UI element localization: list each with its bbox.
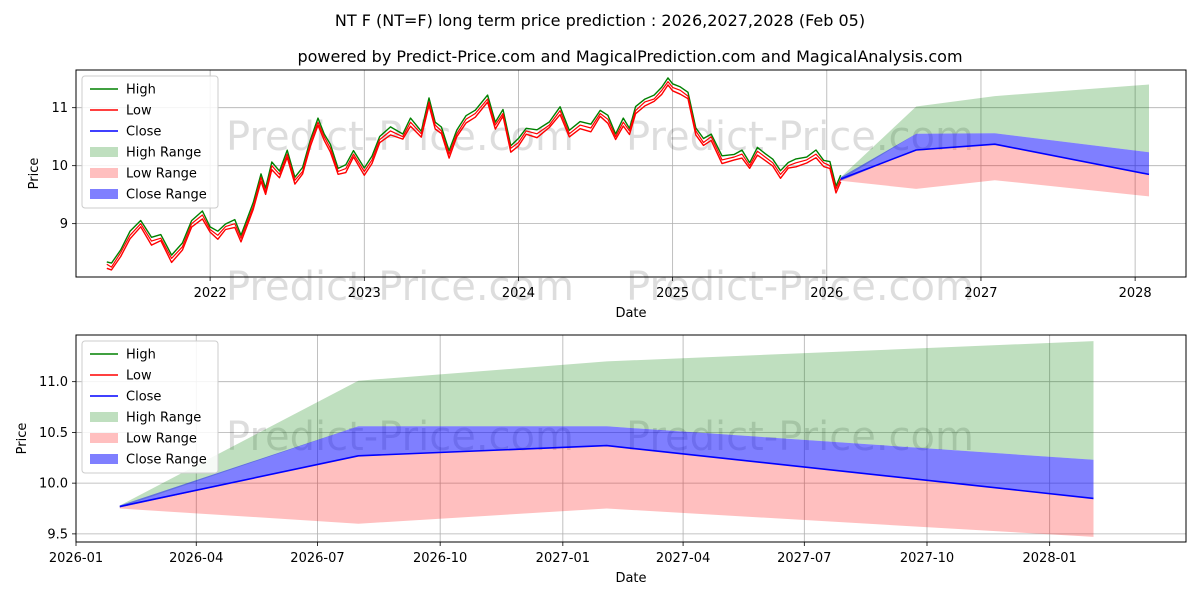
high-series-line: [106, 77, 842, 264]
legend-label: High: [126, 83, 156, 98]
plot-content: [119, 341, 1094, 537]
chart-subtitle: powered by Predict-Price.com and Magical…: [297, 47, 962, 66]
y-axis-label: Price: [15, 423, 30, 455]
x-tick-label: 2026-07: [290, 551, 344, 566]
x-tick-label: 2028: [1119, 286, 1152, 301]
y-tick-label: 11.0: [39, 375, 68, 390]
legend-label: Low: [126, 104, 152, 119]
legend-label: High Range: [126, 146, 201, 161]
x-tick-label: 2023: [348, 286, 381, 301]
y-tick-label: 10: [51, 159, 68, 174]
high-range-area: [119, 341, 1094, 508]
legend-label: High Range: [126, 411, 201, 426]
low-close-overlay-line: [106, 80, 842, 268]
x-tick-label: 2026-10: [413, 551, 467, 566]
x-tick-label: 2025: [656, 286, 689, 301]
x-tick-label: 2022: [194, 286, 227, 301]
legend-patch-swatch: [90, 168, 118, 178]
y-tick-label: 9: [60, 217, 68, 232]
x-tick-label: 2027-04: [656, 551, 710, 566]
x-tick-label: 2026-01: [49, 551, 103, 566]
close-range-area: [840, 133, 1149, 181]
y-tick-label: 9.5: [47, 527, 68, 542]
legend-label: Low Range: [126, 167, 197, 182]
x-tick-label: 2028-01: [1023, 551, 1077, 566]
legend-box: [81, 75, 219, 209]
legend-label: Close Range: [126, 453, 207, 468]
x-tick-label: 2026: [810, 286, 843, 301]
legend-label: Close: [126, 125, 161, 140]
legend-label: High: [126, 348, 156, 363]
y-tick-label: 10.0: [39, 477, 68, 492]
close-forecast-line: [840, 143, 1150, 180]
y-tick-label: 11: [51, 101, 68, 116]
legend-label: Low: [126, 369, 152, 384]
legend: High Low Close High Range Low Range Close Ran…: [81, 75, 219, 209]
bottom-panel: Predict-Price.comPredict-Price.com2026-0…: [15, 334, 1187, 586]
low-range-area: [119, 445, 1094, 537]
close-range-area: [119, 426, 1094, 508]
x-tick-label: 2026-04: [169, 551, 223, 566]
low-range-area: [840, 144, 1149, 197]
x-tick-label: 2027-10: [900, 551, 954, 566]
watermark-group: Predict-Price.com Predict-Price.com Predic…: [226, 114, 974, 310]
axes-frame: [75, 334, 1187, 543]
x-tick-label: 2024: [502, 286, 535, 301]
x-tick-label: 2027-01: [536, 551, 590, 566]
legend-patch-swatch: [90, 433, 118, 443]
chart-title: NT F (NT=F) long term price prediction :…: [335, 11, 865, 30]
legend: High Low Close High Range Low Range Close Ran…: [81, 340, 219, 474]
plot-content: [106, 77, 1150, 271]
watermark-text: Predict-Price.com: [626, 264, 974, 310]
x-tick-label: 2027: [964, 286, 997, 301]
legend-label: Close Range: [126, 188, 207, 203]
y-axis-label: Price: [27, 158, 42, 190]
axes-frame: [75, 69, 1187, 278]
legend-label: Close: [126, 390, 161, 405]
x-axis-label: Date: [615, 306, 646, 321]
close-forecast-line: [119, 444, 1094, 508]
watermark-text: Predict-Price.com: [226, 114, 574, 160]
y-tick-label: 10.5: [39, 426, 68, 441]
legend-patch-swatch: [90, 454, 118, 464]
legend-label: Low Range: [126, 432, 197, 447]
watermark-text: Predict-Price.com: [226, 264, 574, 310]
legend-box: [81, 340, 219, 474]
x-axis-label: Date: [615, 571, 646, 586]
legend-patch-swatch: [90, 189, 118, 199]
low-series-line: [106, 84, 842, 271]
x-tick-label: 2027-07: [777, 551, 831, 566]
top-panel: Predict-Price.com Predict-Price.com Predic…: [27, 69, 1187, 321]
high-range-area: [840, 84, 1149, 181]
legend-patch-swatch: [90, 147, 118, 157]
legend-patch-swatch: [90, 412, 118, 422]
